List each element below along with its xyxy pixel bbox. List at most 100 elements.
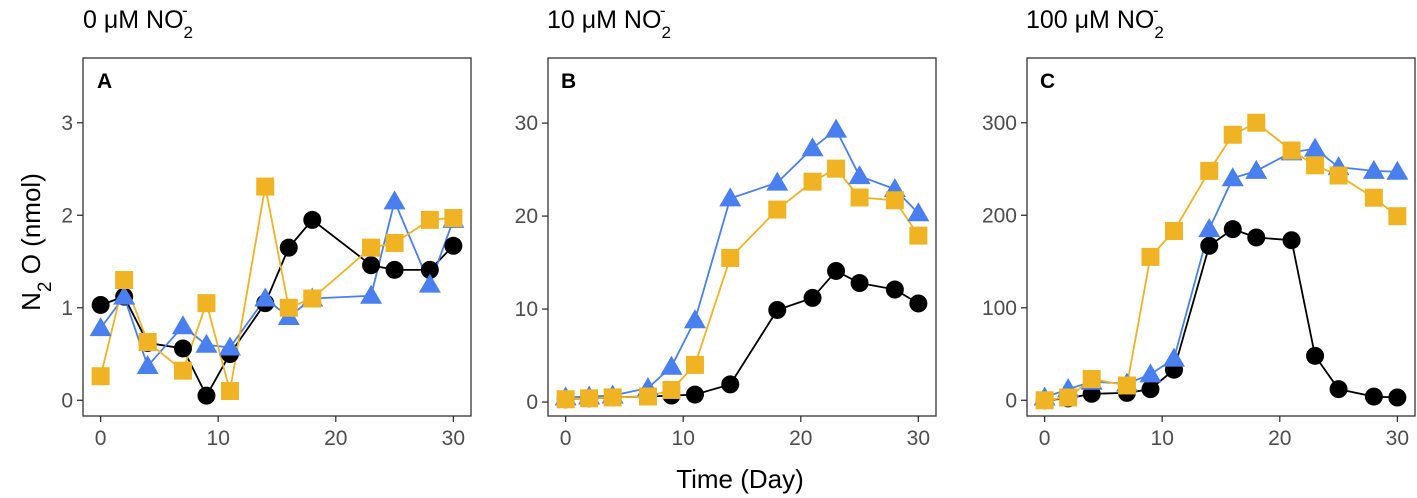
panel-c-y-tick-label: 100 — [982, 297, 1017, 320]
panel-c-blue-triangle-point — [1198, 218, 1221, 238]
panel-a-title: 0 μM NO2- — [83, 1, 193, 42]
panel-a-orange-square-point — [220, 382, 239, 401]
panel-c-orange-square-point — [1364, 188, 1383, 207]
panel-c-orange-square-point — [1117, 376, 1136, 395]
panel-b-orange-square-point — [556, 390, 575, 409]
panel-a-orange-square-point — [197, 294, 216, 313]
panel-a-blue-triangle-point — [113, 285, 136, 305]
panel-a-x-tick-label: 10 — [207, 427, 230, 450]
panel-a-orange-square-point — [362, 238, 381, 257]
panel-c-orange-square-point — [1388, 207, 1407, 226]
panel-b-orange-square-point — [909, 226, 928, 245]
panel-a-y-tick-label: 1 — [61, 297, 73, 320]
panel-a-y-tick-label: 2 — [61, 204, 73, 227]
panel-a-x-tick-label: 30 — [442, 427, 465, 450]
panel-c-blue-triangle-point — [1162, 347, 1185, 367]
panel-a-blue-triangle-point — [136, 355, 159, 375]
panel-b-plot: 0 10 20 30 0 10 20 30 — [515, 57, 937, 450]
panel-b-x-tick-label: 10 — [672, 427, 695, 450]
panel-c-black-circle-point — [1247, 228, 1266, 247]
panel-c-orange-square-point — [1082, 369, 1101, 388]
panel-b-orange-square-point — [721, 248, 740, 267]
panel-a-y-tick-label: 3 — [61, 112, 73, 135]
panel-a-blue-triangle-point — [254, 287, 277, 307]
panel-c-black-circle-point — [1306, 346, 1325, 365]
panel-a-orange-square-point — [138, 332, 157, 351]
panel-a-blue-triangle-point — [418, 273, 441, 293]
panel-b-blue-triangle-point — [719, 187, 742, 207]
panel-a-orange-square-point — [420, 210, 439, 229]
panel-a-orange-square-point — [115, 271, 134, 290]
panel-c-orange-square-point — [1141, 247, 1160, 266]
panel-b-x-tick-label: 0 — [560, 427, 572, 450]
panel-c-title: 100 μM NO2- — [1026, 1, 1164, 42]
panel-c-orange-square-point — [1059, 388, 1078, 407]
panel-b-orange-square-point — [885, 191, 904, 210]
panel-a-blue-triangle-point — [171, 315, 194, 335]
panel-c-y-tick-label: 300 — [982, 112, 1017, 135]
panel-b-black-circle-point — [827, 261, 846, 280]
panel-c-blue-triangle-point — [1362, 159, 1385, 179]
panel-a-orange-square-point — [444, 209, 463, 228]
panel-c-black-circle-point — [1364, 387, 1383, 406]
panel-b-orange-square-point — [638, 387, 657, 406]
panel-a-y-tick-label: 0 — [61, 389, 73, 412]
panel-c-blue-triangle-point — [1221, 167, 1244, 187]
panel-c-blue-triangle-point — [1245, 159, 1268, 179]
panel-b-black-circle-point — [850, 274, 869, 293]
x-axis-title: Time (Day) — [676, 464, 804, 494]
panel-a-orange-square-point — [303, 289, 322, 308]
panel-a-black-circle-point — [385, 260, 404, 279]
panel-c-orange-square-point — [1247, 113, 1266, 132]
panel-b-orange-square-point — [685, 355, 704, 374]
panel-a-black-circle-point — [197, 386, 216, 405]
panel-a-x-tick-label: 0 — [95, 427, 107, 450]
panel-c-orange-square-point — [1306, 156, 1325, 175]
panel-b-blue-triangle-point — [907, 202, 930, 222]
panel-c-blue-triangle-point — [1139, 363, 1162, 383]
panel-c-y-tick-label: 200 — [982, 204, 1017, 227]
panel-a-blue-triangle-point — [89, 317, 112, 337]
panel-c-x-tick-label: 30 — [1386, 427, 1409, 450]
panel-b-y-tick-label: 30 — [515, 112, 538, 135]
panel-a-blue-triangle-point — [383, 190, 406, 210]
panel-b-blue-triangle-point — [801, 137, 824, 157]
panel-c-black-circle-point — [1388, 388, 1407, 407]
panel-b-blue-triangle-point — [683, 309, 706, 329]
panel-c-blue-triangle-point — [1304, 137, 1327, 157]
y-axis-title: N2 O (nmol) — [16, 173, 56, 311]
panel-c: 100 μM NO2- 0 100 200 300 0 10 20 30 C — [982, 1, 1416, 450]
panel-b: 10 μM NO2- 0 10 20 30 0 10 20 30 B — [515, 1, 937, 450]
panel-b-orange-square-point — [580, 389, 599, 408]
panel-a-black-circle-point — [173, 339, 192, 358]
panel-c-blue-triangle-point — [1386, 160, 1409, 180]
panel-a-x-tick-label: 20 — [324, 427, 347, 450]
panel-c-orange-square-point — [1223, 125, 1242, 144]
panel-b-black-circle-point — [685, 385, 704, 404]
panel-b-orange-square-point — [768, 200, 787, 219]
panel-b-frame — [547, 57, 937, 417]
panel-a-orange-square-point — [256, 177, 275, 196]
panel-a-orange-square-point — [385, 234, 404, 253]
panel-a-orange-square-point — [173, 361, 192, 380]
panel-b-orange-square-point — [827, 159, 846, 178]
panel-b-y-tick-label: 20 — [515, 205, 538, 228]
panel-c-orange-square-point — [1329, 166, 1348, 185]
panel-b-orange-square-point — [662, 380, 681, 399]
panel-b-blue-triangle-point — [848, 165, 871, 185]
panel-b-black-circle-point — [909, 294, 928, 313]
panel-c-orange-square-point — [1164, 221, 1183, 240]
panel-b-orange-square-point — [803, 172, 822, 191]
panel-a-blue-triangle-point — [195, 333, 218, 353]
panel-a-blue-triangle-point — [218, 336, 241, 356]
panel-c-orange-square-point — [1035, 391, 1054, 410]
panel-a-black-circle-point — [303, 210, 322, 229]
panel-c-x-tick-label: 20 — [1268, 427, 1291, 450]
panel-b-y-tick-label: 0 — [526, 391, 538, 414]
panel-c-x-tick-label: 0 — [1039, 427, 1051, 450]
panel-c-black-circle-point — [1282, 231, 1301, 250]
panel-c-y-tick-label: 0 — [1005, 389, 1017, 412]
panel-a-black-circle-point — [420, 260, 439, 279]
